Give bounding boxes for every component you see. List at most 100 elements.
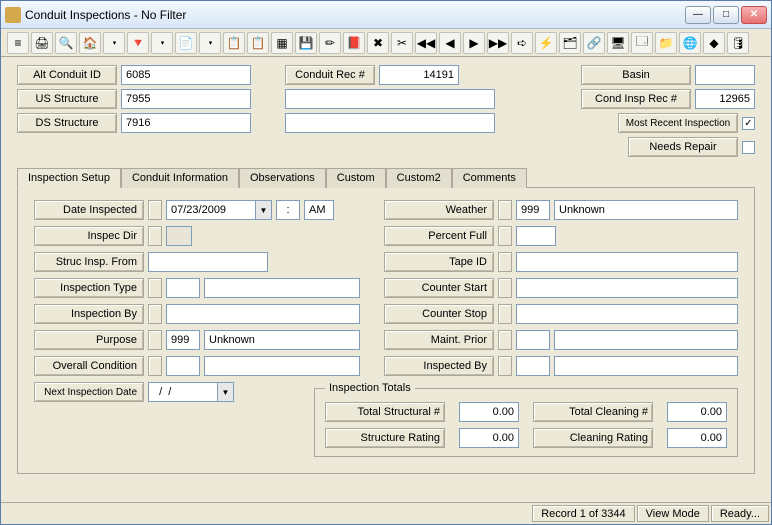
needs-repair-checkbox[interactable] [742,141,755,154]
toolbar-button-13[interactable]: ✏ [319,32,341,54]
counter-stop-btn[interactable] [498,304,512,324]
toolbar-button-0[interactable]: ≡ [7,32,29,54]
inspection-type-btn[interactable] [148,278,162,298]
toolbar-button-14[interactable]: 📕 [343,32,365,54]
us-structure-desc-input[interactable] [285,89,495,109]
total-structural-input[interactable] [459,402,519,422]
toolbar-button-21[interactable]: ➪ [511,32,533,54]
toolbar-button-2[interactable]: 🔍 [55,32,77,54]
toolbar-button-17[interactable]: ◀◀ [415,32,437,54]
us-structure-input[interactable] [121,89,251,109]
inspection-by-input[interactable] [166,304,360,324]
basin-input[interactable] [695,65,755,85]
toolbar-button-30[interactable]: 🛢 [727,32,749,54]
toolbar-button-12[interactable]: 💾 [295,32,317,54]
tab-observations[interactable]: Observations [239,168,326,188]
maint-prior-btn[interactable] [498,330,512,350]
conduit-rec-input[interactable] [379,65,459,85]
toolbar-button-9[interactable]: 📋 [223,32,245,54]
toolbar-button-6[interactable] [151,32,173,54]
toolbar-button-8[interactable] [199,32,221,54]
toolbar-button-22[interactable]: ⚡ [535,32,557,54]
tape-id-input[interactable] [516,252,738,272]
inspected-by-code[interactable] [516,356,550,376]
inspection-type-text[interactable] [204,278,360,298]
purpose-text[interactable] [204,330,360,350]
minimize-button[interactable]: — [685,6,711,24]
structure-rating-input[interactable] [459,428,519,448]
weather-code[interactable] [516,200,550,220]
cleaning-rating-input[interactable] [667,428,727,448]
counter-start-input[interactable] [516,278,738,298]
statusbar: Record 1 of 3344 View Mode Ready... [1,502,771,524]
inspec-dir-input[interactable] [166,226,192,246]
toolbar-button-1[interactable]: 🖨 [31,32,53,54]
purpose-btn[interactable] [148,330,162,350]
inspected-by-text[interactable] [554,356,738,376]
purpose-code[interactable] [166,330,200,350]
overall-condition-btn[interactable] [148,356,162,376]
toolbar-button-18[interactable]: ◀ [439,32,461,54]
tab-conduit-information[interactable]: Conduit Information [121,168,239,188]
inspection-type-label: Inspection Type [34,278,144,298]
cleaning-rating-label: Cleaning Rating [533,428,653,448]
ampm-input[interactable] [304,200,334,220]
toolbar-button-15[interactable]: ✖ [367,32,389,54]
overall-condition-code[interactable] [166,356,200,376]
weather-btn[interactable] [498,200,512,220]
inspection-by-btn[interactable] [148,304,162,324]
toolbar-button-3[interactable]: 🏠 [79,32,101,54]
date-inspected-btn[interactable] [148,200,162,220]
tab-inspection-setup[interactable]: Inspection Setup [17,168,121,188]
tab-custom2[interactable]: Custom2 [386,168,452,188]
time-input[interactable] [276,200,300,220]
counter-start-btn[interactable] [498,278,512,298]
toolbar-button-4[interactable] [103,32,125,54]
toolbar-button-20[interactable]: ▶▶ [487,32,509,54]
alt-conduit-id-input[interactable] [121,65,251,85]
percent-full-btn[interactable] [498,226,512,246]
counter-stop-input[interactable] [516,304,738,324]
tab-custom[interactable]: Custom [326,168,386,188]
ds-structure-desc-input[interactable] [285,113,495,133]
maint-prior-code[interactable] [516,330,550,350]
struc-insp-from-input[interactable] [148,252,268,272]
tape-id-btn[interactable] [498,252,512,272]
toolbar-button-16[interactable]: ✂ [391,32,413,54]
most-recent-label: Most Recent Inspection [618,113,738,133]
percent-full-input[interactable] [516,226,556,246]
toolbar-button-25[interactable]: 🖥 [607,32,629,54]
total-structural-label: Total Structural # [325,402,445,422]
date-inspected-input[interactable] [166,200,256,220]
toolbar-button-11[interactable]: ▦ [271,32,293,54]
cond-insp-rec-input[interactable] [695,89,755,109]
toolbar-button-28[interactable]: 🌐 [679,32,701,54]
toolbar-button-7[interactable]: 📄 [175,32,197,54]
toolbar-button-5[interactable]: 🔻 [127,32,149,54]
toolbar-button-10[interactable]: 📋 [247,32,269,54]
inspection-type-code[interactable] [166,278,200,298]
weather-text[interactable] [554,200,738,220]
maximize-button[interactable]: □ [713,6,739,24]
date-inspected-dropdown[interactable]: ▼ [256,200,272,220]
toolbar-button-27[interactable]: 📁 [655,32,677,54]
inspec-dir-btn[interactable] [148,226,162,246]
next-inspection-dropdown[interactable]: ▼ [218,382,234,402]
overall-condition-text[interactable] [204,356,360,376]
inspected-by-btn[interactable] [498,356,512,376]
toolbar-button-19[interactable]: ▶ [463,32,485,54]
close-button[interactable]: ✕ [741,6,767,24]
maint-prior-text[interactable] [554,330,738,350]
status-record: Record 1 of 3344 [532,505,634,522]
most-recent-checkbox[interactable]: ✓ [742,117,755,130]
total-cleaning-input[interactable] [667,402,727,422]
ds-structure-input[interactable] [121,113,251,133]
status-ready: Ready... [711,505,769,522]
toolbar-button-24[interactable]: 🔗 [583,32,605,54]
total-cleaning-label: Total Cleaning # [533,402,653,422]
toolbar-button-29[interactable]: ◆ [703,32,725,54]
toolbar-button-26[interactable]: 🗔 [631,32,653,54]
next-inspection-input[interactable] [148,382,218,402]
toolbar-button-23[interactable]: 🗂 [559,32,581,54]
tab-comments[interactable]: Comments [452,168,527,188]
